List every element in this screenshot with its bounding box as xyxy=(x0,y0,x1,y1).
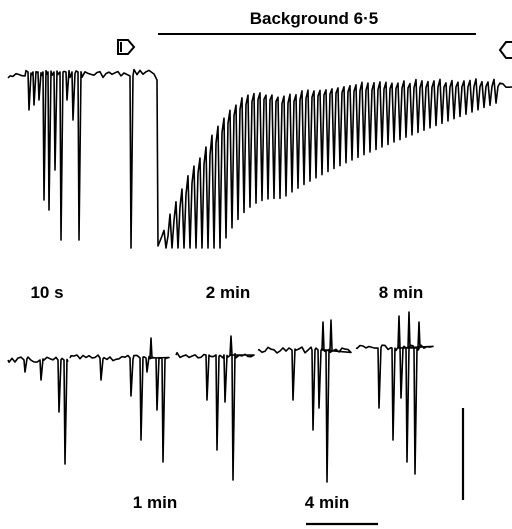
label-4min: 4 min xyxy=(305,493,349,512)
trace-10s xyxy=(7,356,69,465)
arrow-right-icon xyxy=(117,39,136,55)
arrow-left-icon xyxy=(498,41,512,59)
trace-1min xyxy=(69,337,170,463)
label-2min: 2 min xyxy=(206,283,250,302)
trace-main xyxy=(7,68,512,249)
label-1min: 1 min xyxy=(133,493,177,512)
label-10s: 10 s xyxy=(30,283,63,302)
trace-2min xyxy=(175,335,255,481)
label-8min: 8 min xyxy=(379,283,423,302)
trace-8min xyxy=(355,311,434,475)
background-period-label: Background 6·5 xyxy=(250,9,378,28)
trace-4min xyxy=(257,319,352,483)
